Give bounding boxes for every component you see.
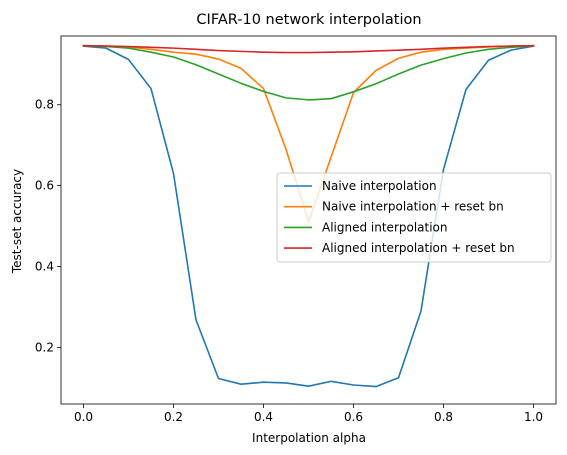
y-tick-label: 0.2 xyxy=(35,340,54,354)
x-tick-label: 0.8 xyxy=(434,410,453,424)
x-tick-label: 0.6 xyxy=(344,410,363,424)
x-tick-label: 1.0 xyxy=(524,410,543,424)
series-line-4 xyxy=(82,44,535,54)
x-tick-label: 0.2 xyxy=(164,410,183,424)
y-tick-label: 0.4 xyxy=(35,260,54,274)
series-line-3 xyxy=(82,44,535,101)
y-axis-label: Test-set accuracy xyxy=(10,169,24,274)
x-tick-label: 0.4 xyxy=(254,410,273,424)
legend-label: Naive interpolation xyxy=(322,179,437,193)
plot-frame xyxy=(60,35,557,405)
legend-box xyxy=(276,172,552,263)
y-tick-label: 0.8 xyxy=(35,98,54,112)
series-line-1 xyxy=(82,45,535,388)
legend-label: Naive interpolation + reset bn xyxy=(322,200,504,214)
x-axis-label: Interpolation alpha xyxy=(252,431,366,445)
x-tick-label: 0.0 xyxy=(74,410,93,424)
legend: Naive interpolation Naive interpolation +… xyxy=(276,172,552,263)
y-tick-label: 0.6 xyxy=(35,179,54,193)
legend-label: Aligned interpolation + reset bn xyxy=(322,241,515,255)
chart-title: CIFAR-10 network interpolation xyxy=(196,12,421,28)
axis-ticks: 0.0 0.2 0.4 0.6 0.8 1.0 0.2 0.4 0.6 0.8 xyxy=(35,98,543,424)
plot-area xyxy=(82,44,535,388)
legend-label: Aligned interpolation xyxy=(322,220,448,234)
